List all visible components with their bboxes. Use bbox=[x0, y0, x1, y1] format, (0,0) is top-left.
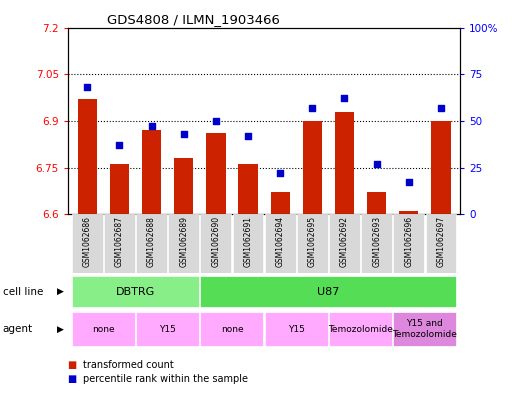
Bar bbox=[361, 214, 392, 273]
Text: ▶: ▶ bbox=[56, 287, 63, 296]
Text: GSM1062691: GSM1062691 bbox=[244, 216, 253, 267]
Text: Y15 and
Temozolomide: Y15 and Temozolomide bbox=[392, 320, 457, 339]
Bar bbox=[431, 121, 451, 214]
Bar bbox=[233, 214, 264, 273]
Point bbox=[308, 105, 316, 111]
Text: Y15: Y15 bbox=[288, 325, 305, 334]
Bar bbox=[270, 193, 290, 214]
Text: ■: ■ bbox=[68, 360, 81, 371]
Bar bbox=[426, 214, 457, 273]
Bar bbox=[200, 276, 457, 307]
Text: GSM1062688: GSM1062688 bbox=[147, 216, 156, 267]
Bar bbox=[174, 158, 194, 214]
Text: ▶: ▶ bbox=[56, 325, 63, 334]
Text: GSM1062692: GSM1062692 bbox=[340, 216, 349, 267]
Text: GSM1062686: GSM1062686 bbox=[83, 216, 92, 267]
Text: GDS4808 / ILMN_1903466: GDS4808 / ILMN_1903466 bbox=[107, 13, 280, 26]
Point bbox=[372, 161, 381, 167]
Text: none: none bbox=[92, 325, 115, 334]
Text: Temozolomide: Temozolomide bbox=[328, 325, 393, 334]
Bar bbox=[136, 214, 167, 273]
Text: GSM1062694: GSM1062694 bbox=[276, 216, 285, 267]
Point bbox=[340, 95, 349, 101]
Point bbox=[212, 118, 220, 124]
Bar bbox=[297, 214, 328, 273]
Bar bbox=[136, 312, 199, 346]
Bar bbox=[238, 164, 258, 214]
Point bbox=[83, 84, 92, 90]
Point bbox=[437, 105, 445, 111]
Bar bbox=[142, 130, 161, 214]
Text: U87: U87 bbox=[317, 287, 339, 297]
Bar bbox=[110, 164, 129, 214]
Point bbox=[115, 142, 123, 148]
Text: GSM1062687: GSM1062687 bbox=[115, 216, 124, 267]
Bar bbox=[206, 133, 225, 214]
Text: percentile rank within the sample: percentile rank within the sample bbox=[83, 374, 247, 384]
Bar bbox=[200, 214, 231, 273]
Bar bbox=[77, 99, 97, 214]
Text: GSM1062693: GSM1062693 bbox=[372, 216, 381, 267]
Point bbox=[179, 131, 188, 137]
Bar bbox=[329, 214, 360, 273]
Bar bbox=[367, 193, 386, 214]
Text: GSM1062696: GSM1062696 bbox=[404, 216, 413, 267]
Bar bbox=[329, 312, 392, 346]
Bar bbox=[168, 214, 199, 273]
Point bbox=[244, 132, 252, 139]
Text: GSM1062695: GSM1062695 bbox=[308, 216, 317, 267]
Bar bbox=[72, 214, 103, 273]
Text: transformed count: transformed count bbox=[83, 360, 174, 371]
Bar bbox=[72, 276, 199, 307]
Bar bbox=[72, 312, 135, 346]
Text: Y15: Y15 bbox=[159, 325, 176, 334]
Text: DBTRG: DBTRG bbox=[116, 287, 155, 297]
Text: GSM1062690: GSM1062690 bbox=[211, 216, 220, 267]
Text: GSM1062689: GSM1062689 bbox=[179, 216, 188, 267]
Text: GSM1062697: GSM1062697 bbox=[437, 216, 446, 267]
Bar bbox=[335, 112, 354, 214]
Point bbox=[405, 179, 413, 185]
Point bbox=[276, 170, 285, 176]
Bar bbox=[104, 214, 135, 273]
Bar bbox=[393, 214, 424, 273]
Text: none: none bbox=[221, 325, 243, 334]
Text: cell line: cell line bbox=[3, 287, 43, 297]
Bar bbox=[265, 214, 295, 273]
Bar bbox=[200, 312, 264, 346]
Text: ■: ■ bbox=[68, 374, 81, 384]
Bar bbox=[303, 121, 322, 214]
Bar bbox=[399, 211, 418, 214]
Point bbox=[147, 123, 156, 130]
Bar bbox=[393, 312, 457, 346]
Bar bbox=[265, 312, 328, 346]
Text: agent: agent bbox=[3, 324, 33, 334]
